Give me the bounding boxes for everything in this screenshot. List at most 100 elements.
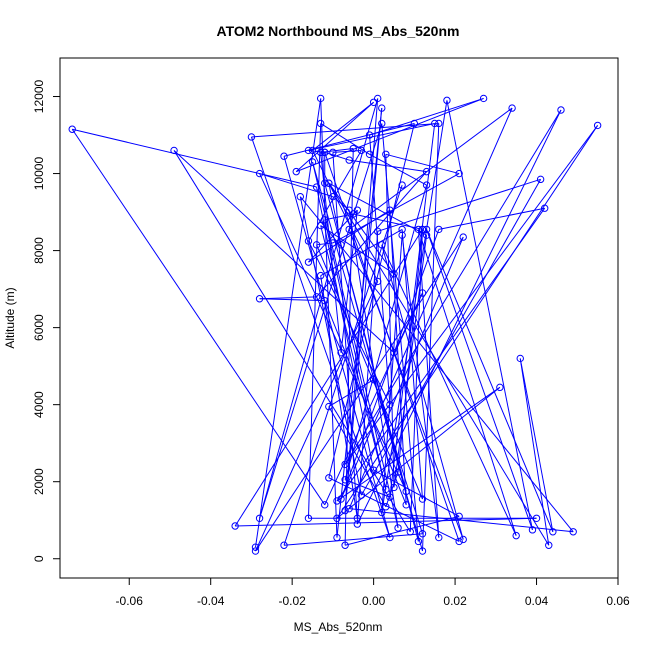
x-tick-label: 0.06 [606, 594, 630, 608]
series-segment [373, 469, 460, 517]
series-segment [446, 100, 533, 530]
data-point [398, 231, 406, 239]
x-tick-label: -0.06 [116, 594, 144, 608]
series-segment [336, 125, 599, 519]
data-point [418, 289, 427, 297]
series-segment [393, 235, 428, 488]
data-point [455, 169, 463, 178]
data-point [422, 167, 431, 176]
data-point [304, 258, 313, 266]
series-segment [332, 152, 358, 519]
data-point [353, 206, 362, 214]
data-point [308, 158, 317, 166]
data-point [292, 167, 300, 176]
x-tick-label: -0.04 [197, 594, 225, 608]
series-segment [438, 207, 545, 230]
data-point [333, 514, 341, 522]
series-segment [385, 153, 460, 175]
series-segment [409, 229, 423, 532]
data-point [540, 204, 549, 212]
series-segment [235, 517, 537, 527]
data-point [418, 225, 427, 234]
data-point [304, 146, 313, 155]
series-segment [320, 275, 358, 519]
y-tick-label: 2000 [32, 468, 46, 495]
series-segment [426, 229, 554, 532]
series-segment [259, 123, 383, 519]
data-point [378, 241, 386, 249]
data-point [321, 216, 329, 224]
series-segment [234, 229, 423, 527]
series-segment [259, 98, 379, 519]
data-point [512, 531, 520, 540]
x-tick-label: -0.02 [278, 594, 306, 608]
data-point [337, 241, 345, 249]
series-segment [519, 358, 554, 532]
x-tick-label: 0.00 [362, 594, 386, 608]
data-point [296, 192, 305, 201]
data-point [312, 183, 321, 191]
series-segment [324, 151, 350, 161]
series-segment [72, 128, 317, 188]
data-point [325, 402, 333, 411]
data-point [378, 104, 386, 112]
data-point [373, 94, 382, 103]
data-point [255, 295, 264, 303]
y-axis-label: Altitude (m) [3, 287, 17, 348]
data-point [386, 400, 394, 409]
data-point [382, 150, 390, 158]
series-segment [316, 186, 375, 471]
data-point [418, 495, 427, 503]
data-point [382, 485, 390, 494]
series-segment [324, 300, 407, 506]
y-axis: 0 2000 4000 6000 8000 10000 12000 [32, 80, 61, 562]
y-tick-label: 12000 [32, 80, 46, 114]
data-point [329, 148, 337, 157]
series-segment [328, 406, 387, 507]
data-point [353, 514, 362, 522]
series-segment [401, 229, 423, 500]
series-segment [332, 149, 362, 153]
series-segment [308, 209, 391, 263]
data-point [345, 225, 353, 234]
y-tick-label: 10000 [32, 157, 46, 191]
series-segment [255, 281, 379, 552]
data-point [337, 495, 345, 503]
data-point [459, 535, 467, 544]
data-point [545, 541, 553, 549]
data-point [316, 148, 325, 157]
series-segment [173, 150, 395, 354]
data-point [418, 530, 427, 538]
data-point [373, 277, 382, 286]
series-segment [397, 229, 423, 473]
data-point [398, 225, 406, 234]
series-lines [71, 97, 599, 552]
data-point [341, 460, 349, 469]
series-segment [312, 161, 399, 529]
data-point [496, 383, 504, 392]
data-point [341, 506, 349, 515]
data-point [532, 514, 541, 522]
data-point [345, 206, 353, 214]
series-segment [251, 122, 439, 138]
data-point [345, 156, 353, 164]
series-segment [389, 123, 436, 498]
data-point [316, 271, 325, 280]
data-point [373, 227, 382, 236]
series-segment [393, 292, 423, 353]
series-segment [344, 479, 391, 498]
series-segment [320, 123, 370, 155]
data-point [402, 487, 410, 496]
data-point [251, 543, 260, 551]
series-segment [320, 152, 342, 353]
data-point [431, 119, 439, 128]
data-point [443, 96, 451, 105]
series-segment [308, 122, 435, 151]
data-point [569, 528, 577, 536]
series-segment [381, 244, 517, 536]
y-tick-label: 8000 [32, 237, 46, 264]
series-segment [324, 292, 423, 506]
x-axis: -0.06 -0.04 -0.02 0.00 0.02 0.04 0.06 [116, 577, 630, 608]
data-point [369, 98, 378, 106]
data-point [386, 533, 394, 542]
